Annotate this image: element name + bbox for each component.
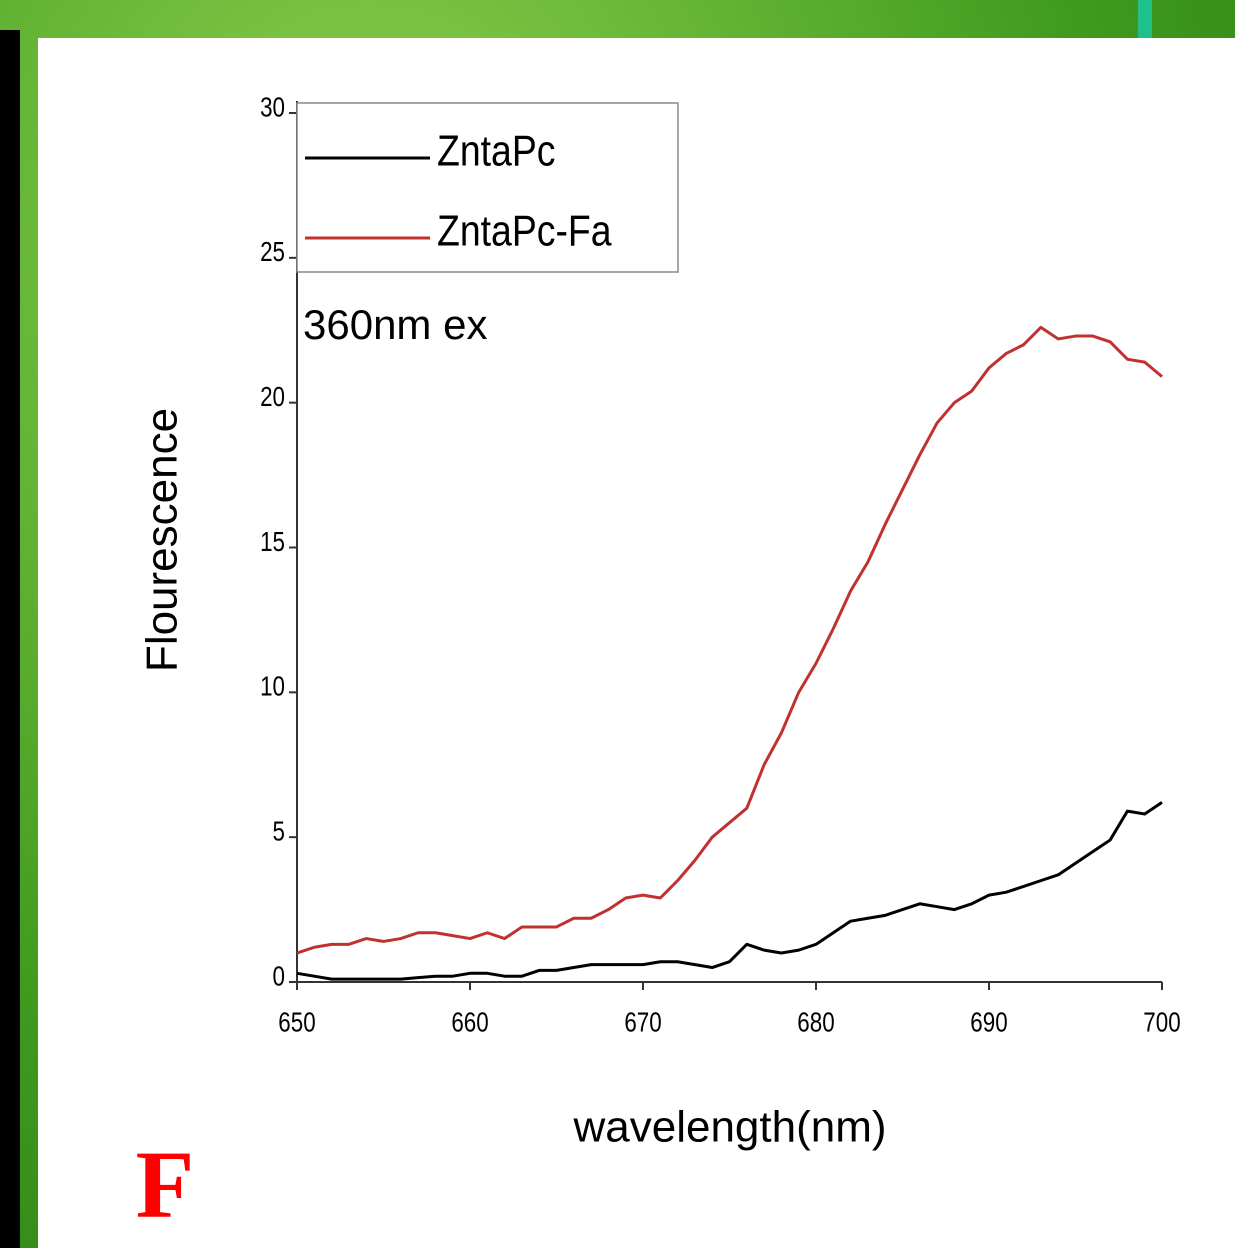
x-tick-label: 660 xyxy=(451,1007,488,1038)
legend-label: ZntaPc-Fa xyxy=(437,206,612,256)
y-tick-label: 10 xyxy=(260,671,285,702)
x-tick-label: 680 xyxy=(797,1007,834,1038)
panel-label: F xyxy=(136,1131,195,1238)
x-tick-label: 690 xyxy=(970,1007,1007,1038)
data-line xyxy=(296,325,1163,955)
x-axis-label: wavelength(nm) xyxy=(572,1103,886,1152)
y-tick-label: 15 xyxy=(260,527,285,558)
legend-box xyxy=(296,102,679,273)
data-line xyxy=(296,801,1163,981)
y-axis-label: Flourescence xyxy=(138,408,187,672)
y-tick-label: 30 xyxy=(260,92,285,123)
y-tick-label: 20 xyxy=(260,382,285,413)
y-tick-label: 0 xyxy=(273,961,285,992)
side-strip xyxy=(0,30,20,1248)
x-tick-label: 650 xyxy=(278,1007,315,1038)
legend-label: ZntaPc xyxy=(437,126,555,176)
y-tick-label: 25 xyxy=(260,237,285,268)
x-tick-label: 670 xyxy=(624,1007,661,1038)
corner-bar xyxy=(1138,0,1152,38)
x-tick-label: 700 xyxy=(1143,1007,1180,1038)
annotation: 360nm ex xyxy=(303,301,487,348)
y-tick-label: 5 xyxy=(273,816,285,847)
